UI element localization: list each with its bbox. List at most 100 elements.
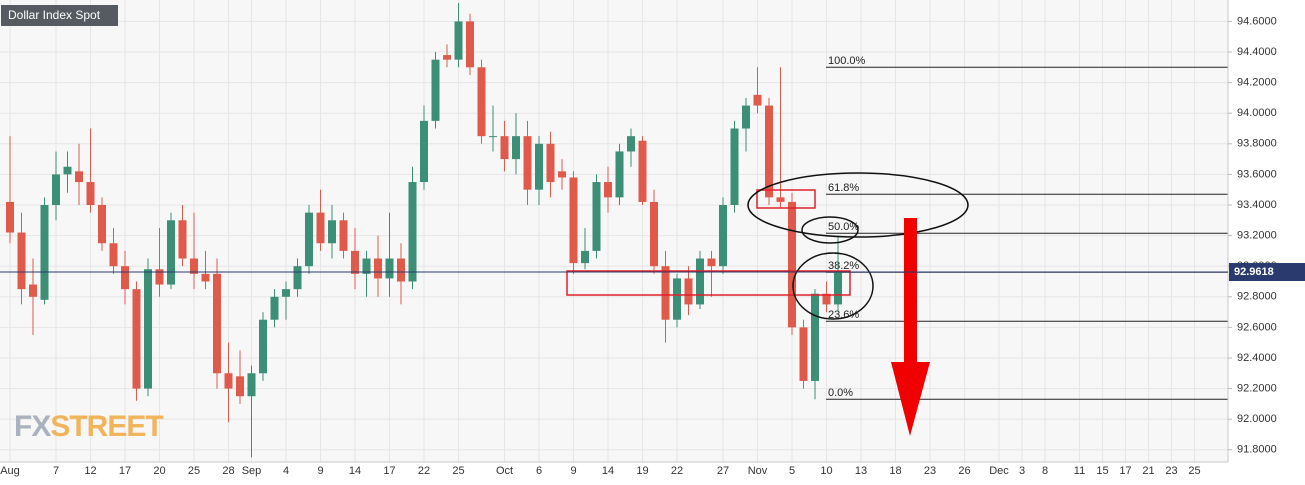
x-tick-label: 12 <box>84 465 96 477</box>
candle-body <box>293 266 302 290</box>
candle-body <box>236 376 244 397</box>
fib-label: 0.0% <box>828 387 853 399</box>
watermark: FXSTREET <box>14 410 163 443</box>
x-tick-label: 27 <box>717 465 729 477</box>
y-tick-label: 93.2000 <box>1237 229 1277 241</box>
zone-box <box>566 270 851 296</box>
x-tick-label: Dec <box>989 465 1009 477</box>
x-tick-label: 18 <box>889 465 901 477</box>
y-tick-label: 93.4000 <box>1237 199 1277 211</box>
candle-body <box>144 269 152 389</box>
y-tick-label: 94.2000 <box>1237 77 1277 89</box>
candle-body <box>270 296 279 320</box>
candle-body <box>627 136 635 152</box>
candle-body <box>408 182 417 282</box>
candle-body <box>500 136 509 160</box>
candle-body <box>178 220 187 259</box>
candle-body <box>121 266 129 290</box>
x-tick-label: 14 <box>602 465 614 477</box>
candle-body <box>466 21 474 68</box>
candle-body <box>247 373 256 397</box>
y-tick-label: 91.8000 <box>1237 444 1277 456</box>
candle-body <box>788 201 796 328</box>
y-tick-label: 93.6000 <box>1237 168 1277 180</box>
fib-label: 61.8% <box>828 182 859 194</box>
candle-body <box>385 258 394 279</box>
x-tick-label: 19 <box>636 465 648 477</box>
candle-body <box>420 120 428 183</box>
candle-body <box>822 293 831 305</box>
candle-body <box>52 174 60 205</box>
candle-body <box>224 373 233 389</box>
candle-body <box>523 136 532 190</box>
candle-body <box>569 177 578 264</box>
x-tick-label: 21 <box>1142 465 1154 477</box>
title-box <box>1 5 118 26</box>
candle-body <box>776 197 785 202</box>
x-tick-label: 6 <box>536 465 542 477</box>
x-tick-label: Nov <box>748 465 768 477</box>
y-tick-label: 94.6000 <box>1237 15 1277 27</box>
candle-body <box>650 201 658 267</box>
candle-body <box>489 136 497 138</box>
candle-body <box>374 258 382 279</box>
x-tick-label: 17 <box>119 465 131 477</box>
y-tick-label: 92.6000 <box>1237 321 1277 333</box>
x-tick-label: 4 <box>283 465 289 477</box>
candle-body <box>282 289 290 297</box>
fib-levels: 100.0% 61.8% 50.0% 38.2% 23.6% 0.0% <box>826 55 1228 400</box>
y-tick-label: 92.8000 <box>1237 291 1277 303</box>
x-tick-label: Aug <box>0 465 20 477</box>
candles <box>6 3 842 458</box>
candle-body <box>592 182 601 251</box>
watermark-fx: FX <box>14 410 51 443</box>
zone-box <box>756 189 816 209</box>
candle-body <box>29 284 37 297</box>
y-tick-label: 94.0000 <box>1237 107 1277 119</box>
candle-body <box>535 143 543 190</box>
x-tick-label: 26 <box>958 465 970 477</box>
x-tick-label: 22 <box>418 465 430 477</box>
candle-body <box>259 319 267 374</box>
candle-body <box>86 182 95 205</box>
x-tick-label: 5 <box>789 465 795 477</box>
candle-body <box>719 204 727 267</box>
x-tick-label: 28 <box>222 465 234 477</box>
candle-body <box>40 204 49 300</box>
watermark-street: STREET <box>50 410 163 443</box>
candle-body <box>443 55 451 60</box>
candle-body <box>339 220 348 251</box>
candle-body <box>834 272 842 305</box>
fib-label: 38.2% <box>828 260 859 272</box>
candle-body <box>558 171 566 178</box>
candle-body <box>696 258 704 305</box>
candle-body <box>397 258 405 282</box>
x-tick-label: 14 <box>349 465 361 477</box>
x-tick-label: 15 <box>1096 465 1108 477</box>
candle-body <box>132 289 141 389</box>
x-tick-label: 7 <box>53 465 59 477</box>
candle-body <box>512 136 520 160</box>
x-tick-label: Oct <box>496 465 513 477</box>
y-tick-label: 92.2000 <box>1237 382 1277 394</box>
y-tick-label: 92.4000 <box>1237 352 1277 364</box>
fib-label: 100.0% <box>828 55 866 67</box>
x-tick-label: 9 <box>570 465 576 477</box>
candle-body <box>799 327 808 381</box>
arrow-head <box>891 362 930 436</box>
fib-label: 50.0% <box>828 221 859 233</box>
x-tick-label: Sep <box>242 465 262 477</box>
candle-body <box>98 204 106 244</box>
candle-body <box>63 166 72 175</box>
candle-body <box>351 250 359 274</box>
x-tick-label: 25 <box>1188 465 1200 477</box>
candle-body <box>316 212 325 244</box>
ellipse <box>747 172 969 238</box>
x-tick-label: 23 <box>1165 465 1177 477</box>
candle-body <box>155 269 164 285</box>
x-tick-label: 23 <box>924 465 936 477</box>
candle-body <box>17 232 26 290</box>
candle-body <box>673 278 681 320</box>
